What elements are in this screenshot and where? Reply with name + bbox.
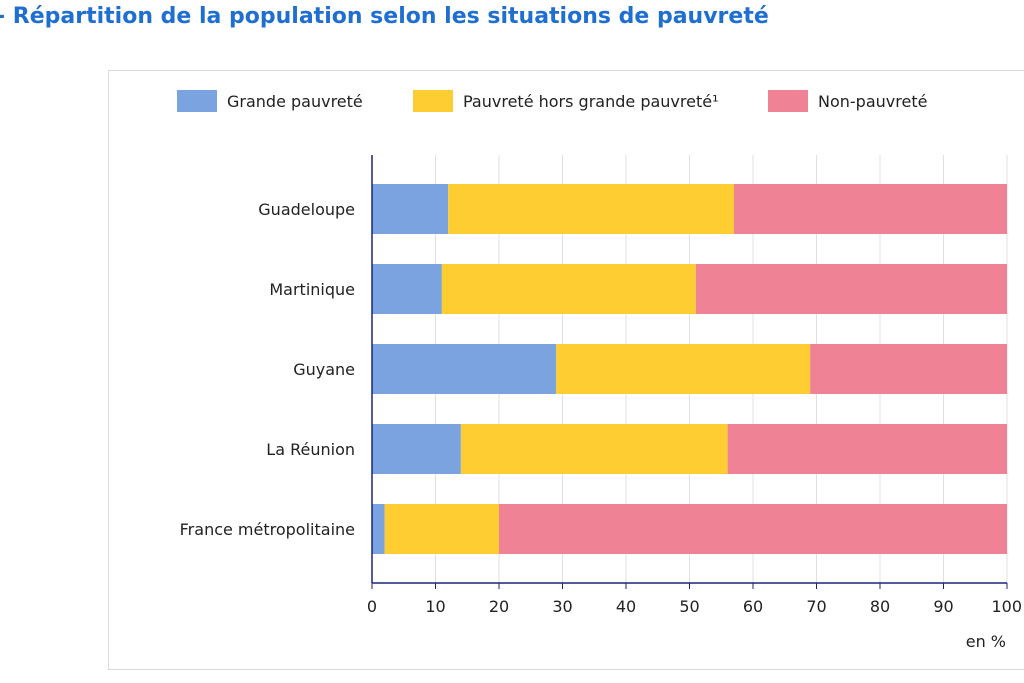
x-tick-label: 20 <box>489 597 509 616</box>
legend-label: Non-pauvreté <box>818 91 928 111</box>
legend-item-grande-pauvrete: Grande pauvreté <box>177 88 363 114</box>
x-tick-label: 70 <box>806 597 826 616</box>
unit-label: en % <box>965 632 1006 651</box>
x-tick-label: 60 <box>743 597 763 616</box>
legend-label: Grande pauvreté <box>227 91 363 111</box>
category-label: Martinique <box>269 280 355 299</box>
legend-item-pauvrete-hors-grande: Pauvreté hors grande pauvreté¹ <box>413 88 718 114</box>
bar-segment <box>727 424 1007 474</box>
bar-segment <box>372 424 461 474</box>
legend-swatch <box>177 90 217 112</box>
bar-segment <box>448 184 734 234</box>
bar-segment <box>372 264 442 314</box>
bar-segment <box>384 504 499 554</box>
x-tick-label: 90 <box>933 597 953 616</box>
legend-swatch <box>768 90 808 112</box>
bar-segment <box>460 424 728 474</box>
x-tick-label: 40 <box>616 597 636 616</box>
bar-segment <box>372 344 557 394</box>
bar-segment <box>695 264 1007 314</box>
category-label: La Réunion <box>266 440 355 459</box>
bar-segment <box>556 344 811 394</box>
bar-segment <box>733 184 1007 234</box>
bar-segment <box>441 264 696 314</box>
legend-swatch <box>413 90 453 112</box>
legend-item-non-pauvrete: Non-pauvreté <box>768 88 927 114</box>
bar-segment <box>372 504 385 554</box>
category-label: France métropolitaine <box>180 520 355 539</box>
x-tick-label: 30 <box>552 597 572 616</box>
bar-segment <box>372 184 449 234</box>
x-tick-label: 80 <box>870 597 890 616</box>
category-label: Guyane <box>293 360 355 379</box>
x-tick-label: 10 <box>425 597 445 616</box>
bar-segment <box>499 504 1007 554</box>
chart-panel <box>108 70 1024 670</box>
x-tick-label: 50 <box>679 597 699 616</box>
legend-label: Pauvreté hors grande pauvreté¹ <box>463 91 719 111</box>
category-label: Guadeloupe <box>258 200 355 219</box>
chart-title: - Répartition de la population selon les… <box>0 4 769 29</box>
x-tick-label: 0 <box>367 597 377 616</box>
bar-segment <box>810 344 1007 394</box>
x-tick-label: 100 <box>991 597 1022 616</box>
